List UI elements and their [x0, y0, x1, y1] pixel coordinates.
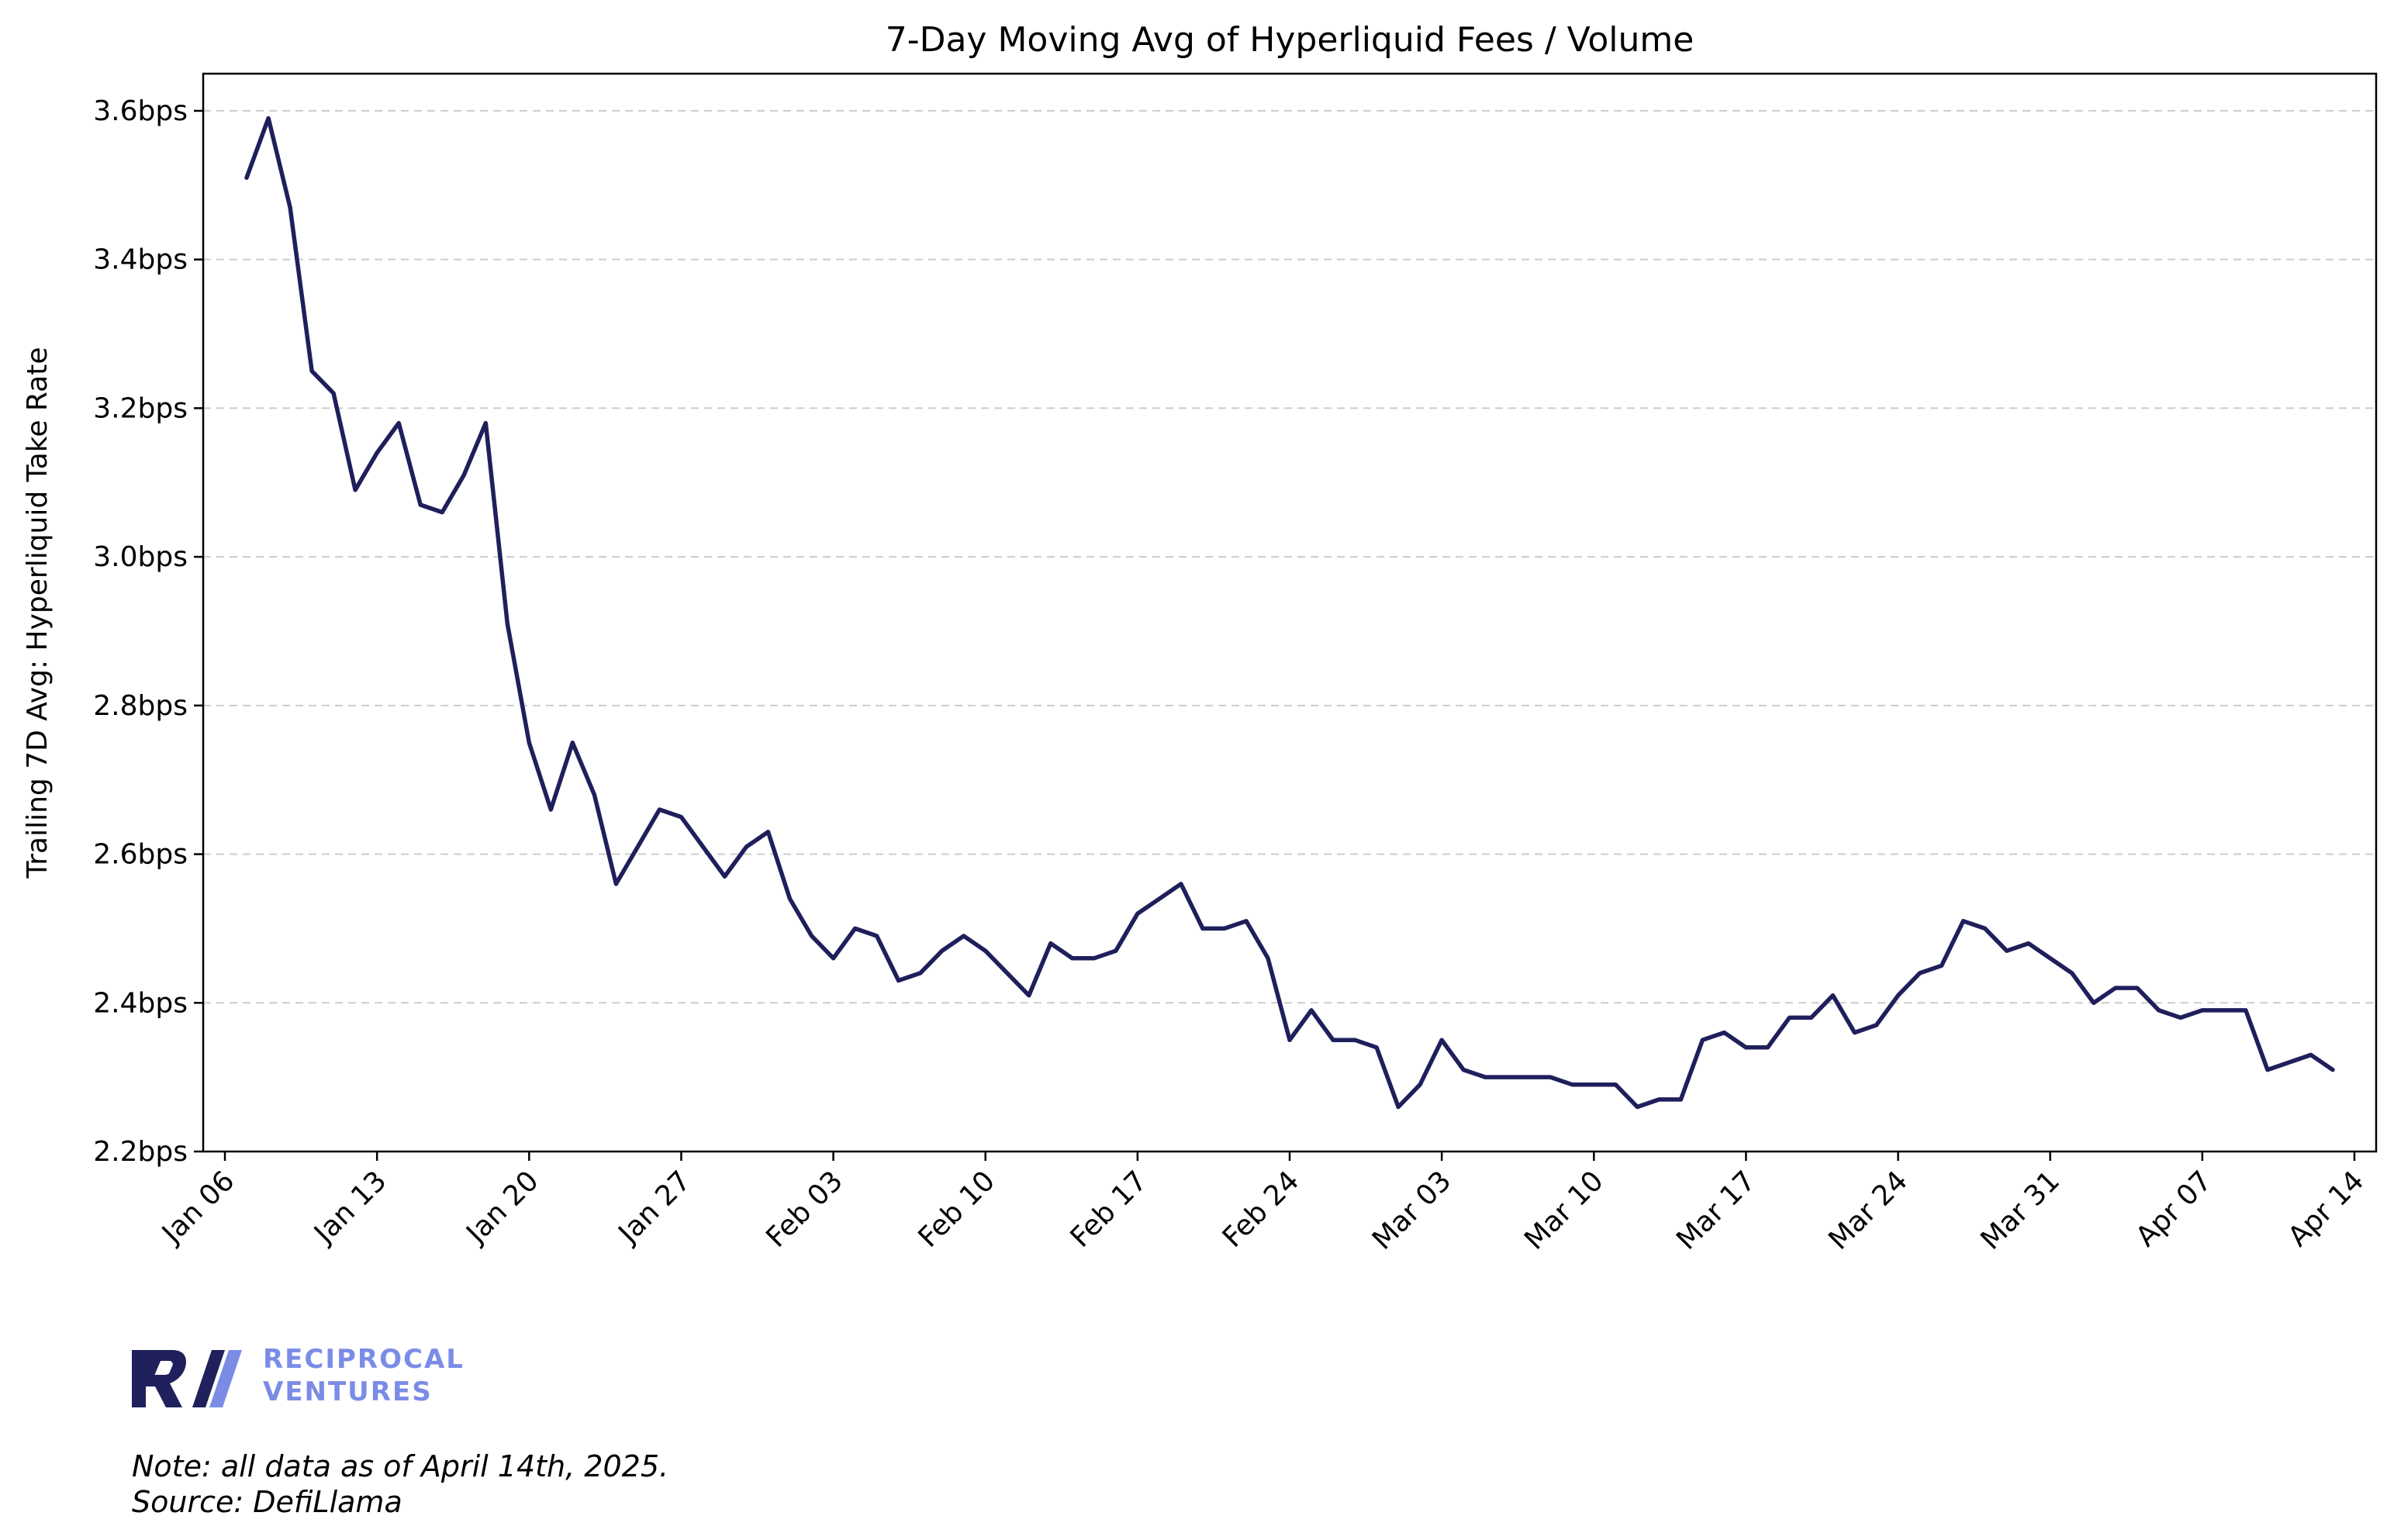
chart-title: 7-Day Moving Avg of Hyperliquid Fees / V… — [886, 20, 1694, 60]
y-axis-label: Trailing 7D Avg: Hyperliquid Take Rate — [22, 347, 54, 879]
x-tick-label: Jan 13 — [307, 1165, 392, 1250]
y-tick-label: 3.4bps — [93, 244, 188, 276]
source-text: Source: DefiLlama — [132, 1485, 402, 1519]
x-tick-label: Mar 31 — [1975, 1165, 2067, 1256]
note-text: Note: all data as of April 14th, 2025. — [132, 1449, 668, 1483]
x-tick-label: Jan 20 — [460, 1165, 545, 1250]
y-tick-label: 2.8bps — [93, 690, 188, 722]
logo-mark-r — [132, 1350, 186, 1407]
x-tick-label: Feb 24 — [1217, 1165, 1306, 1254]
brand-name-line2: VENTURES — [263, 1376, 433, 1407]
y-axis: 2.2bps 2.4bps 2.6bps 2.8bps 3.0bps 3.2bps 3.4b… — [93, 95, 203, 1168]
x-tick-label: Mar 10 — [1518, 1165, 1610, 1256]
series-line — [244, 116, 2335, 1110]
series-layer — [244, 116, 2335, 1110]
x-tick-label: Jan 06 — [155, 1165, 240, 1250]
x-tick-label: Apr 14 — [2282, 1165, 2371, 1253]
brand-name-line1: RECIPROCAL — [263, 1344, 465, 1375]
x-tick-label: Feb 17 — [1065, 1165, 1154, 1254]
y-tick-label: 3.0bps — [93, 541, 188, 573]
x-tick-label: Mar 03 — [1366, 1165, 1458, 1256]
logo-mark — [132, 1350, 242, 1407]
brand-logo: RECIPROCAL VENTURES — [132, 1344, 465, 1407]
y-tick-label: 2.4bps — [93, 987, 188, 1019]
grid — [203, 109, 2376, 1152]
logo-mark-slash-dark — [192, 1350, 225, 1407]
x-tick-label: Apr 07 — [2130, 1165, 2219, 1253]
x-tick-label: Feb 10 — [913, 1165, 1002, 1254]
x-axis: Jan 06 Jan 13 Jan 20 Jan 27 Feb 03 Feb 10 Feb … — [155, 1152, 2370, 1256]
logo-mark-shape — [132, 1350, 179, 1377]
logo-mark-slash-light — [209, 1350, 242, 1407]
x-tick-label: Feb 03 — [760, 1165, 849, 1254]
y-tick-label: 3.2bps — [93, 392, 188, 424]
y-tick-label: 2.6bps — [93, 839, 188, 871]
x-tick-label: Mar 24 — [1822, 1165, 1914, 1256]
x-tick-label: Mar 17 — [1670, 1165, 1762, 1256]
y-tick-label: 2.2bps — [93, 1136, 188, 1168]
x-tick-label: Jan 27 — [612, 1165, 697, 1250]
plot-frame — [202, 72, 2378, 1153]
y-tick-label: 3.6bps — [93, 95, 188, 127]
